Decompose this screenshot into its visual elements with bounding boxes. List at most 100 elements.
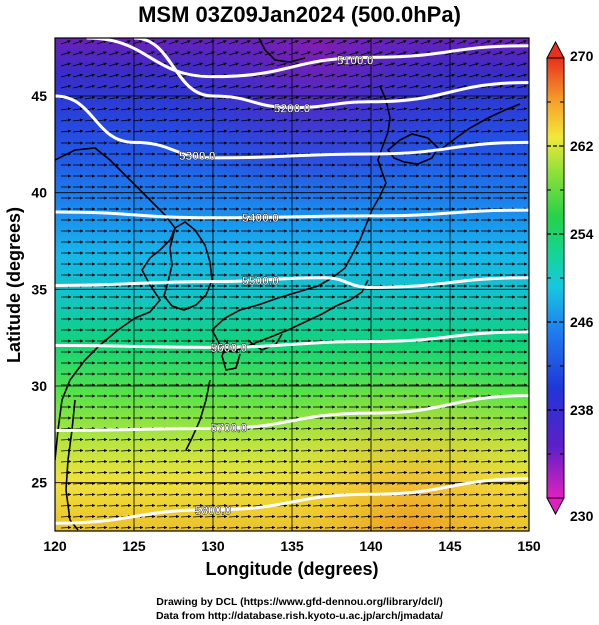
- wind-arrow: [240, 107, 252, 111]
- wind-arrow: [108, 470, 120, 475]
- wind-arrow: [120, 525, 132, 530]
- wind-arrow: [156, 437, 168, 442]
- wind-arrow: [300, 426, 312, 431]
- wind-arrow: [408, 470, 420, 475]
- contour-line: [55, 208, 529, 220]
- wind-arrow: [228, 448, 240, 453]
- wind-arrow: [216, 84, 228, 89]
- wind-arrow: [120, 107, 132, 111]
- wind-arrow: [156, 118, 168, 122]
- wind-arrow: [492, 514, 504, 519]
- wind-arrow: [324, 503, 336, 508]
- wind-arrow: [228, 492, 240, 497]
- wind-arrow: [72, 84, 84, 89]
- wind-arrow: [276, 40, 287, 45]
- x-tick-label: 150: [517, 538, 541, 554]
- wind-arrow: [216, 481, 228, 486]
- wind-arrow: [504, 481, 516, 486]
- wind-arrow: [252, 118, 264, 122]
- wind-arrow: [348, 118, 360, 122]
- wind-arrow: [300, 470, 312, 475]
- contour-label: 5600.0: [210, 341, 247, 355]
- wind-arrow: [444, 426, 456, 431]
- wind-arrow: [192, 62, 203, 67]
- wind-arrow: [396, 481, 408, 486]
- wind-arrow: [120, 96, 132, 100]
- wind-arrow: [300, 107, 312, 111]
- wind-arrow: [180, 96, 192, 100]
- wind-arrow: [240, 118, 252, 122]
- wind-arrow: [504, 470, 516, 475]
- wind-arrow: [372, 437, 384, 442]
- wind-arrow: [336, 426, 348, 431]
- wind-arrow: [492, 129, 504, 133]
- wind-arrow: [264, 459, 276, 464]
- wind-arrow: [396, 426, 408, 431]
- wind-arrow: [360, 73, 372, 78]
- wind-arrow: [324, 448, 336, 453]
- wind-arrow: [396, 437, 408, 442]
- wind-arrow: [456, 503, 468, 508]
- wind-arrow: [252, 129, 264, 133]
- wind-arrow: [108, 129, 120, 133]
- wind-arrow: [84, 492, 96, 497]
- wind-arrow: [480, 459, 492, 464]
- wind-arrow: [288, 73, 300, 78]
- wind-arrow: [312, 503, 324, 508]
- wind-arrow: [72, 503, 84, 508]
- wind-arrow: [336, 73, 348, 78]
- wind-arrow: [408, 107, 420, 111]
- wind-arrow: [432, 62, 443, 67]
- wind-arrow: [288, 96, 300, 100]
- wind-arrow: [480, 40, 491, 45]
- wind-arrow: [492, 503, 504, 508]
- contour-label: 5500.0: [242, 274, 279, 288]
- wind-arrow: [348, 62, 359, 67]
- wind-arrow: [168, 73, 180, 78]
- wind-arrow: [144, 96, 156, 100]
- wind-arrow: [120, 481, 132, 486]
- wind-arrow: [492, 481, 504, 486]
- wind-arrow: [216, 62, 227, 67]
- wind-arrow: [96, 525, 108, 530]
- wind-arrow: [480, 51, 491, 56]
- wind-arrow: [168, 514, 180, 519]
- wind-arrow: [504, 503, 516, 508]
- wind-arrow: [240, 51, 251, 56]
- wind-arrow: [372, 51, 383, 56]
- wind-arrow: [492, 459, 504, 464]
- wind-arrow: [96, 437, 108, 442]
- wind-arrow: [216, 129, 228, 133]
- wind-arrow: [324, 437, 336, 442]
- wind-arrow: [288, 62, 299, 67]
- wind-arrow: [144, 84, 156, 89]
- wind-arrow: [372, 426, 384, 431]
- wind-arrow: [300, 514, 312, 519]
- wind-arrow: [240, 459, 252, 464]
- wind-arrow: [312, 448, 324, 453]
- chart-title: MSM 03Z09Jan2024 (500.0hPa): [138, 2, 461, 27]
- wind-arrow: [468, 492, 480, 497]
- wind-arrow: [264, 448, 276, 453]
- wind-arrow: [492, 73, 504, 78]
- wind-arrow: [468, 459, 480, 464]
- wind-arrow: [192, 525, 204, 530]
- wind-arrow: [324, 51, 335, 56]
- wind-arrow: [504, 426, 516, 431]
- wind-arrow: [396, 525, 408, 530]
- wind-arrow: [336, 470, 348, 475]
- wind-arrow: [216, 51, 227, 56]
- wind-arrow: [312, 481, 324, 486]
- wind-arrow: [84, 481, 96, 486]
- wind-arrow: [396, 459, 408, 464]
- wind-arrow: [360, 503, 372, 508]
- wind-arrow: [408, 503, 420, 508]
- wind-arrow: [312, 118, 324, 122]
- wind-arrow: [192, 503, 204, 508]
- wind-arrow: [396, 51, 407, 56]
- wind-arrow: [432, 118, 444, 122]
- wind-arrow: [360, 426, 372, 431]
- wind-arrow: [456, 492, 468, 497]
- wind-arrow: [252, 62, 263, 67]
- wind-arrow: [192, 492, 204, 497]
